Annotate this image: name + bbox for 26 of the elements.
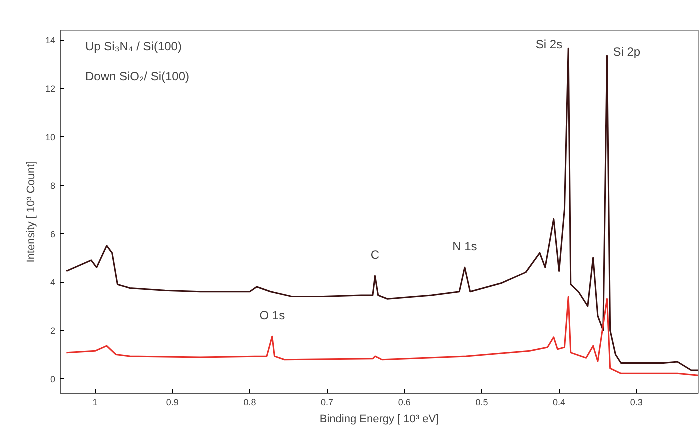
y-axis-title: Intensity [ 10³ Count] [25, 161, 38, 263]
y-tick-label: 12 [45, 84, 56, 94]
annotation: Up Si₃N₄ / Si(100) [86, 40, 182, 54]
x-tick-label: 0.4 [553, 398, 566, 408]
x-axis-title: Binding Energy [ 10³ eV] [320, 414, 440, 426]
annotation: N 1s [452, 240, 478, 254]
annotation: C [370, 248, 380, 262]
y-tick-label: 8 [50, 180, 56, 191]
annotation: Down SiO₂/ Si(100) [86, 70, 190, 84]
y-tick-label: 14 [45, 36, 56, 46]
x-tick-label: 0.9 [166, 398, 179, 408]
y-tick-label: 6 [50, 229, 56, 240]
x-tick-label: 0.7 [321, 398, 334, 408]
x-tick-label: 0.5 [476, 398, 488, 408]
annotation: Si 2p [613, 44, 641, 59]
x-tick-label: 0.8 [244, 398, 256, 408]
annotation: O 1s [260, 308, 286, 323]
x-tick-label: 1 [92, 398, 98, 408]
y-tick-label: 4 [50, 278, 56, 288]
y-tick-label: 2 [50, 326, 56, 336]
x-tick-label: 0.3 [630, 398, 643, 408]
annotation: Si 2s [536, 38, 563, 52]
line-series [66, 296, 698, 376]
x-tick-label: 0.6 [398, 398, 411, 408]
y-tick-label: 10 [45, 132, 56, 142]
y-tick-label: 0 [50, 374, 56, 384]
